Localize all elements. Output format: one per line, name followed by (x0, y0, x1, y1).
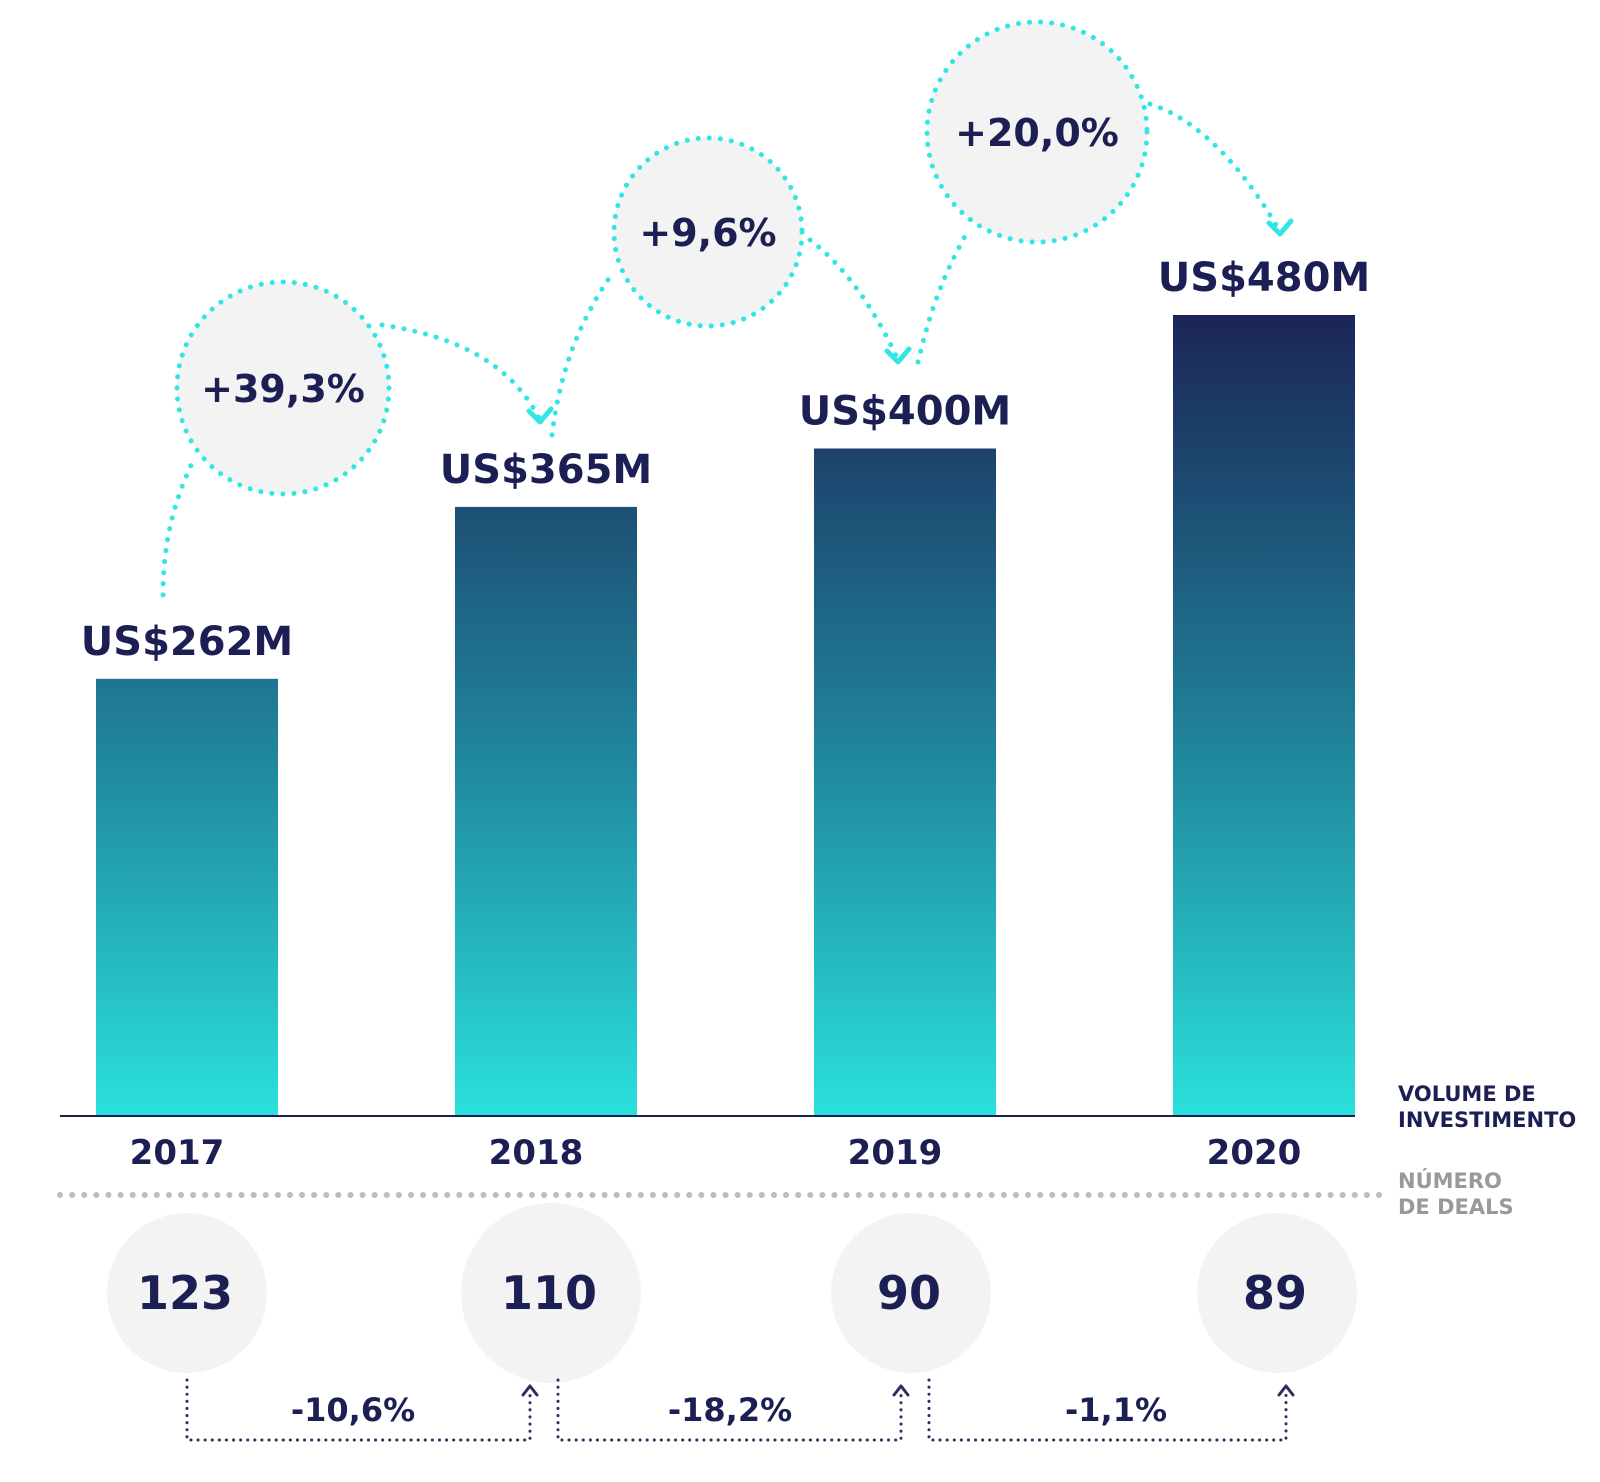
bar-2020 (1173, 315, 1355, 1116)
deals-bubble-2019 (831, 1213, 991, 1373)
growth-annotations: +39,3% +9,6% +20,0% (160, 19, 1294, 598)
year-label-2019: 2019 (848, 1133, 943, 1173)
deals-title-line2: DE DEALS (1398, 1195, 1514, 1219)
bar-value-label-2017: US$262M (81, 619, 293, 665)
deals-value-2018: 110 (501, 1266, 597, 1320)
deals-change-label-2: -18,2% (668, 1391, 792, 1429)
deals-change-label-1: -10,6% (291, 1391, 415, 1429)
deals-connector-2 (556, 1378, 903, 1442)
bar-2019 (814, 448, 996, 1116)
growth-bubble-2 (611, 135, 805, 329)
bars: US$262M US$365M US$400M US$480M (81, 255, 1370, 1116)
arrow-head-icon (526, 406, 554, 425)
deals-value-2019: 90 (877, 1266, 941, 1320)
deals-title-line1: NÚMERO (1398, 1168, 1502, 1193)
growth-label-2: +9,6% (639, 211, 776, 255)
year-label-2020: 2020 (1207, 1133, 1302, 1173)
growth-connector-end-2 (807, 237, 901, 363)
growth-label-3: +20,0% (955, 111, 1119, 155)
bar-value-label-2019: US$400M (799, 389, 1011, 435)
bar-value-label-2020: US$480M (1158, 255, 1370, 301)
axis-label-volume-line2: INVESTIMENTO (1398, 1108, 1576, 1132)
growth-connector-start-1 (160, 460, 195, 598)
deals-connector-3 (927, 1378, 1288, 1442)
deals-bubble-2018 (461, 1203, 641, 1383)
deals-change-label-3: -1,1% (1065, 1391, 1167, 1429)
arrow-head-icon (884, 346, 912, 365)
deals-bubble-2020 (1197, 1213, 1357, 1373)
arrow-up-icon (521, 1384, 539, 1397)
arrow-up-icon (892, 1384, 910, 1397)
year-label-2017: 2017 (130, 1133, 225, 1173)
year-label-2018: 2018 (489, 1133, 584, 1173)
deals-value-2020: 89 (1243, 1266, 1307, 1320)
arrow-up-icon (1277, 1384, 1295, 1397)
axis-label-volume-line1: VOLUME DE (1398, 1082, 1536, 1106)
year-labels: 2017 2018 2019 2020 (130, 1133, 1302, 1173)
growth-bubble-3 (924, 19, 1150, 245)
arrow-head-icon (1266, 218, 1294, 237)
growth-label-1: +39,3% (201, 367, 365, 411)
bar-2018 (455, 506, 637, 1116)
bar-2017 (96, 678, 278, 1116)
growth-connector-start-2 (549, 271, 615, 438)
growth-connector-end-3 (1147, 101, 1283, 235)
deals-row: 123 110 90 89 -10,6% -18,2% -1,1% (107, 1203, 1357, 1442)
bar-value-label-2018: US$365M (440, 447, 652, 493)
growth-connector-end-1 (379, 322, 543, 423)
deals-connector-1 (185, 1378, 532, 1442)
growth-connector-start-3 (915, 228, 971, 365)
growth-bubble-1 (174, 279, 392, 497)
deals-bubble-2017 (107, 1213, 267, 1373)
deals-value-2017: 123 (137, 1266, 233, 1320)
